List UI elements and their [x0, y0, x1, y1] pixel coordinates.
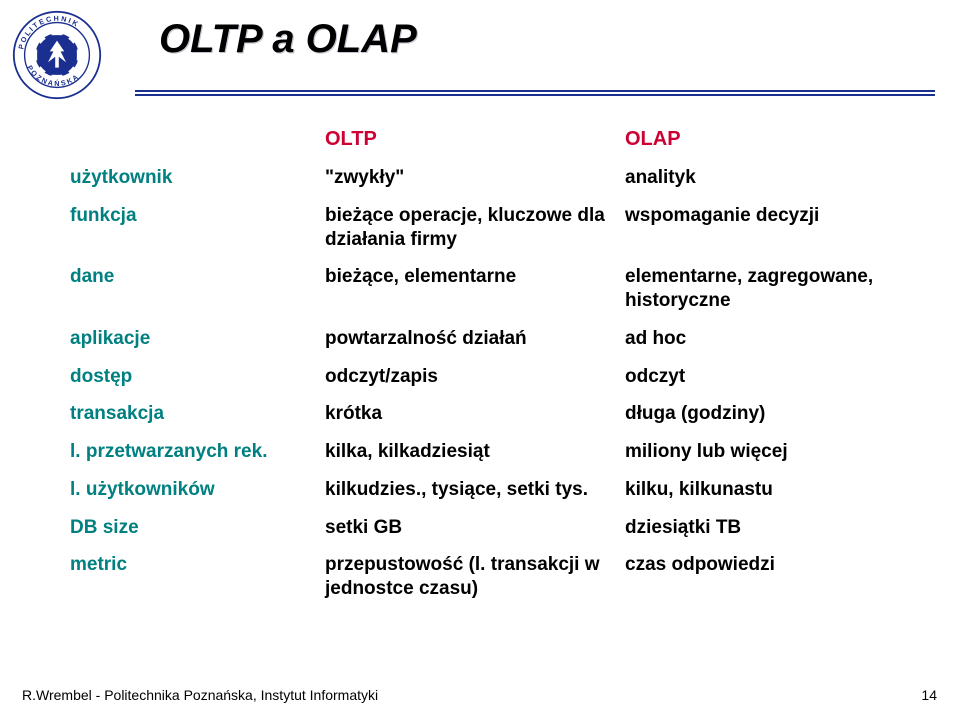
- table-row: aplikacje powtarzalność działań ad hoc: [70, 320, 905, 358]
- row-olap: ad hoc: [625, 320, 905, 358]
- table-row: l. użytkowników kilkudzies., tysiące, se…: [70, 471, 905, 509]
- row-olap: kilku, kilkunastu: [625, 471, 905, 509]
- footer-author: R.Wrembel - Politechnika Poznańska, Inst…: [22, 687, 378, 703]
- row-label: aplikacje: [70, 320, 325, 358]
- table-row: transakcja krótka długa (godziny): [70, 395, 905, 433]
- row-label: metric: [70, 546, 325, 608]
- footer-page-number: 14: [921, 687, 937, 703]
- table-row: l. przetwarzanych rek. kilka, kilkadzies…: [70, 433, 905, 471]
- row-olap: wspomaganie decyzji: [625, 197, 905, 259]
- row-label: l. użytkowników: [70, 471, 325, 509]
- row-oltp: setki GB: [325, 509, 625, 547]
- title-underline: [135, 90, 935, 96]
- row-label: l. przetwarzanych rek.: [70, 433, 325, 471]
- row-oltp: powtarzalność działań: [325, 320, 625, 358]
- slide-footer: R.Wrembel - Politechnika Poznańska, Inst…: [22, 687, 937, 703]
- row-label: funkcja: [70, 197, 325, 259]
- slide-title: OLTP a OLAP OLTP a OLAP: [160, 18, 418, 63]
- header-oltp: OLTP: [325, 120, 625, 159]
- comparison-table: OLTP OLAP użytkownik "zwykły" analityk f…: [70, 120, 905, 608]
- table-row: dane bieżące, elementarne elementarne, z…: [70, 258, 905, 320]
- row-label: użytkownik: [70, 159, 325, 197]
- table-row: funkcja bieżące operacje, kluczowe dla d…: [70, 197, 905, 259]
- header-olap: OLAP: [625, 120, 905, 159]
- table-row: użytkownik "zwykły" analityk: [70, 159, 905, 197]
- table-row: metric przepustowość (l. transakcji w je…: [70, 546, 905, 608]
- row-oltp: "zwykły": [325, 159, 625, 197]
- logo-seal-icon: P O L I T E C H N I K P O Z N A Ń S K A: [12, 10, 102, 100]
- row-oltp: przepustowość (l. transakcji w jednostce…: [325, 546, 625, 608]
- row-label: dane: [70, 258, 325, 320]
- slide-title-text: OLTP a OLAP: [159, 17, 417, 62]
- row-olap: czas odpowiedzi: [625, 546, 905, 608]
- row-olap: odczyt: [625, 358, 905, 396]
- row-label: transakcja: [70, 395, 325, 433]
- row-label: DB size: [70, 509, 325, 547]
- row-olap: dziesiątki TB: [625, 509, 905, 547]
- row-olap: analityk: [625, 159, 905, 197]
- row-oltp: bieżące operacje, kluczowe dla działania…: [325, 197, 625, 259]
- row-oltp: odczyt/zapis: [325, 358, 625, 396]
- header-blank: [70, 120, 325, 159]
- table-header-row: OLTP OLAP: [70, 120, 905, 159]
- row-oltp: bieżące, elementarne: [325, 258, 625, 320]
- row-olap: miliony lub więcej: [625, 433, 905, 471]
- table-row: dostęp odczyt/zapis odczyt: [70, 358, 905, 396]
- table-row: DB size setki GB dziesiątki TB: [70, 509, 905, 547]
- row-oltp: kilkudzies., tysiące, setki tys.: [325, 471, 625, 509]
- row-olap: długa (godziny): [625, 395, 905, 433]
- row-olap: elementarne, zagregowane, historyczne: [625, 258, 905, 320]
- row-oltp: krótka: [325, 395, 625, 433]
- university-logo: P O L I T E C H N I K P O Z N A Ń S K A: [12, 10, 102, 100]
- row-label: dostęp: [70, 358, 325, 396]
- row-oltp: kilka, kilkadziesiąt: [325, 433, 625, 471]
